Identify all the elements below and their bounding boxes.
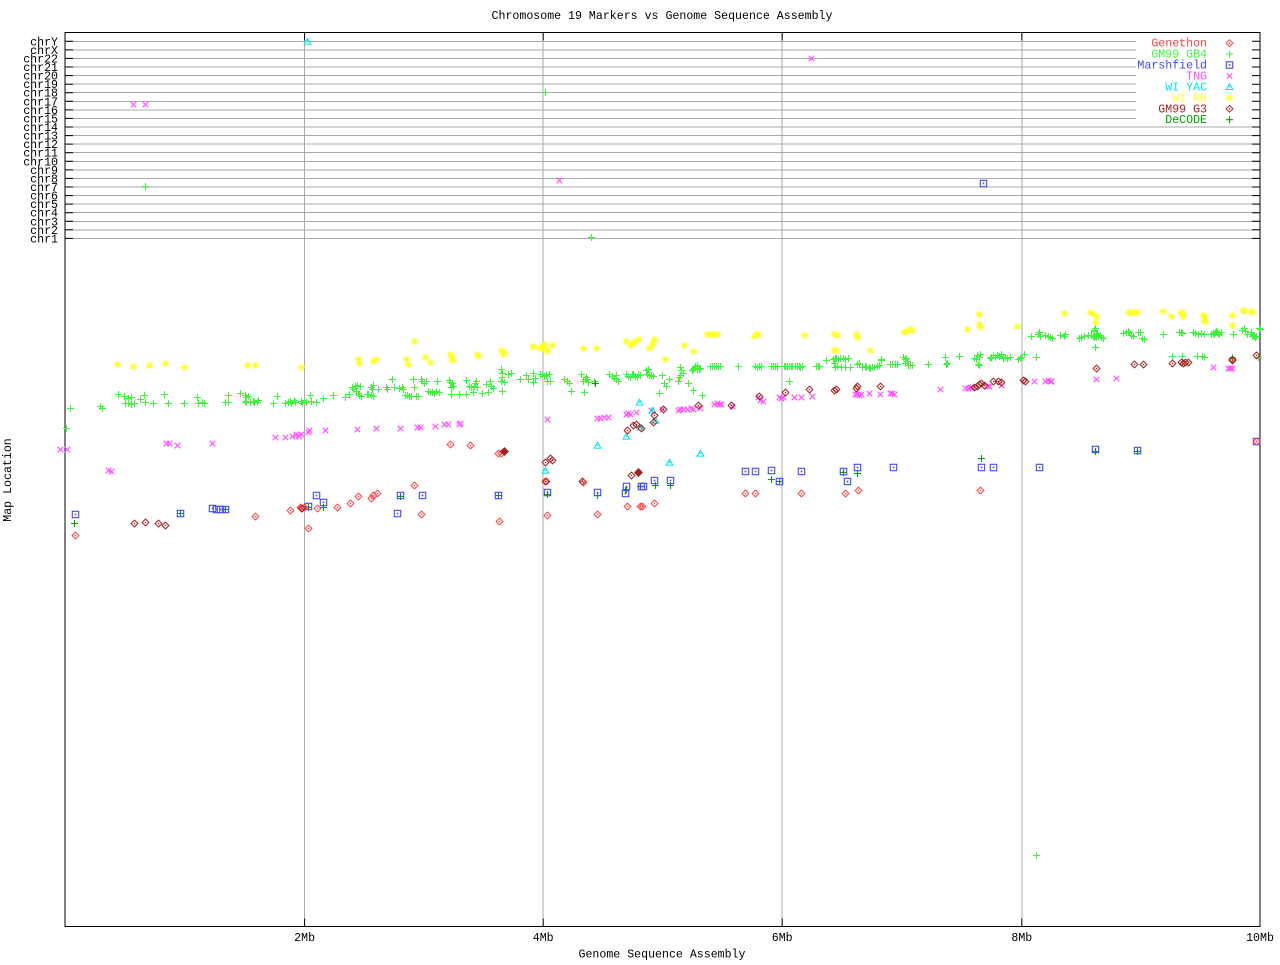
svg-text:chrY: chrY — [30, 36, 58, 49]
svg-text:DeCODE: DeCODE — [1165, 114, 1207, 127]
svg-text:8Mb: 8Mb — [1011, 932, 1032, 945]
svg-text:WI RH: WI RH — [1172, 92, 1207, 105]
svg-text:TNG: TNG — [1186, 70, 1207, 83]
svg-text:chr21: chr21 — [23, 62, 58, 75]
svg-text:chr3: chr3 — [30, 216, 58, 229]
svg-text:chr16: chr16 — [23, 105, 58, 118]
svg-text:chr6: chr6 — [30, 191, 58, 204]
svg-text:chr1: chr1 — [30, 233, 58, 246]
svg-text:chr8: chr8 — [30, 173, 58, 186]
svg-text:chr22: chr22 — [23, 53, 58, 66]
svg-text:chr19: chr19 — [23, 79, 58, 92]
svg-text:2Mb: 2Mb — [294, 932, 315, 945]
svg-text:chr2: chr2 — [30, 225, 58, 238]
svg-text:Chromosome 19 Markers vs Genom: Chromosome 19 Markers vs Genome Sequence… — [492, 10, 833, 23]
svg-text:chr7: chr7 — [30, 182, 58, 195]
svg-text:Genome Sequence Assembly: Genome Sequence Assembly — [579, 949, 746, 961]
svg-text:Genethon: Genethon — [1151, 38, 1207, 51]
svg-text:chr5: chr5 — [30, 199, 58, 212]
svg-text:chr20: chr20 — [23, 71, 58, 84]
svg-text:Marshfield: Marshfield — [1137, 60, 1207, 73]
svg-text:chr4: chr4 — [30, 208, 58, 221]
svg-text:chr10: chr10 — [23, 156, 58, 169]
svg-text:chr15: chr15 — [23, 113, 58, 126]
svg-text:4Mb: 4Mb — [533, 932, 554, 945]
svg-text:GM99 GB4: GM99 GB4 — [1151, 49, 1207, 62]
svg-text:Map Location: Map Location — [2, 438, 15, 522]
svg-text:chr11: chr11 — [23, 148, 58, 161]
svg-text:chr17: chr17 — [23, 96, 58, 109]
svg-text:chr9: chr9 — [30, 165, 58, 178]
svg-text:chrX: chrX — [30, 45, 58, 58]
svg-text:6Mb: 6Mb — [772, 932, 793, 945]
svg-text:chr13: chr13 — [23, 131, 58, 144]
svg-text:chr14: chr14 — [23, 122, 58, 135]
svg-text:WI YAC: WI YAC — [1165, 81, 1207, 94]
svg-text:chr12: chr12 — [23, 139, 58, 152]
svg-text:chr18: chr18 — [23, 88, 58, 101]
svg-text:GM99 G3: GM99 G3 — [1158, 103, 1207, 116]
svg-text:10Mb: 10Mb — [1246, 932, 1274, 945]
